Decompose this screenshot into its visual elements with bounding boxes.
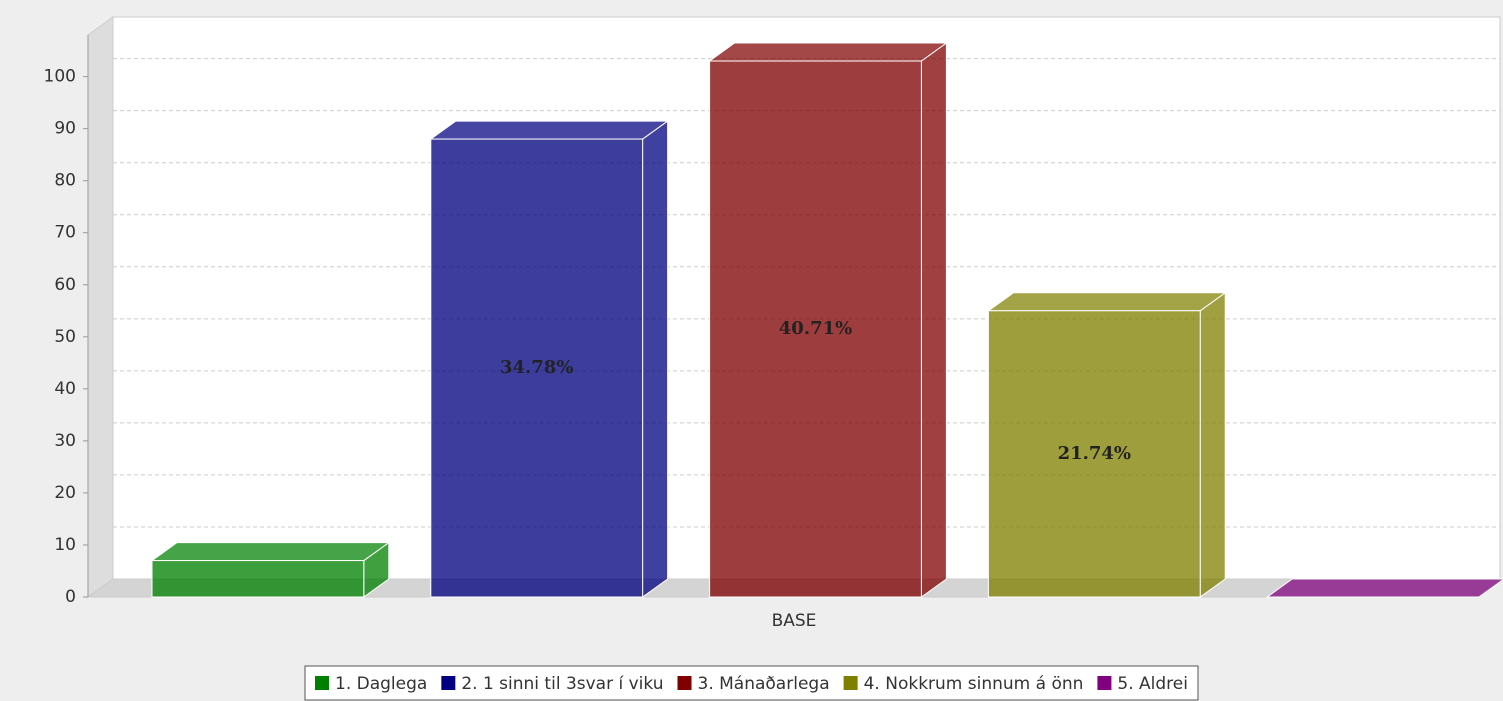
y-tick-label: 10 [54,535,76,555]
legend-label: 5. Aldrei [1117,674,1188,694]
bar [430,138,644,598]
legend-swatch [315,676,330,690]
legend-swatch [441,676,456,690]
legend-swatch [843,676,858,690]
bar-top [1265,578,1503,598]
y-tick-label: 20 [54,483,76,503]
bar-side [920,42,947,598]
bar-side [642,120,669,598]
bar-top [708,42,948,62]
x-tick-label: BASE [772,611,817,631]
legend-swatch [1097,676,1112,690]
data-label: 40.71% [779,318,852,339]
legend-swatch [677,676,692,690]
bar-top [429,120,670,140]
side-wall [87,16,114,598]
legend-label: 3. Mánaðarlega [698,674,830,694]
y-tick-label: 100 [44,67,76,87]
bar [987,310,1201,598]
legend-label: 2. 1 sinni til 3svar í viku [461,674,663,694]
bar [151,560,365,598]
y-tick-label: 90 [54,119,76,139]
bar-top [150,542,391,562]
legend-label: 1. Daglega [335,674,427,694]
y-tick-label: 0 [65,587,76,607]
data-label: 34.78% [500,357,573,378]
bar [709,60,922,598]
data-label: 21.74% [1058,443,1131,464]
y-tick-label: 70 [54,223,76,243]
y-tick-label: 80 [54,171,76,191]
bar-top [986,292,1227,312]
legend-label: 4. Nokkrum sinnum á önn [864,674,1084,694]
y-tick-label: 30 [54,431,76,451]
y-tick-label: 60 [54,275,76,295]
y-tick-label: 40 [54,379,76,399]
bar-side [1199,291,1226,598]
legend: 1. Daglega 2. 1 sinni til 3svar í viku 3. … [304,665,1199,701]
y-tick-label: 50 [54,327,76,347]
